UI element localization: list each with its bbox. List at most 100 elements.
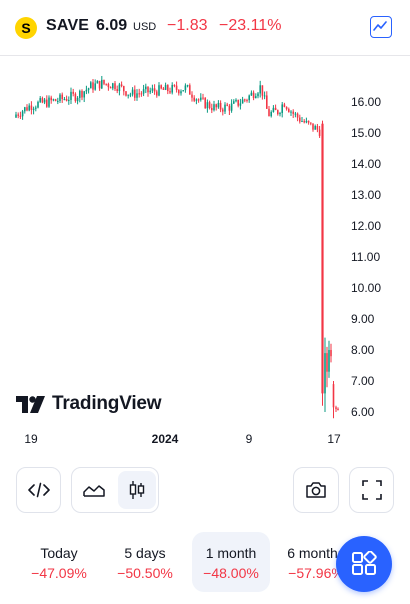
candle-body <box>197 99 200 101</box>
watermark-text: TradingView <box>52 393 162 414</box>
period-today[interactable]: Today −47.09% <box>20 532 98 592</box>
open-chart-button[interactable] <box>370 16 392 38</box>
candle-body <box>244 99 246 101</box>
candle-body <box>54 99 57 102</box>
candle-body <box>204 97 206 109</box>
price-tick-label: 6.00 <box>351 405 375 419</box>
price-axis: 16.00 15.00 14.00 13.00 12.00 11.00 10.00 9.00 8… <box>351 95 381 419</box>
candle-body <box>129 94 132 96</box>
candle-body <box>228 105 231 111</box>
candle-body <box>299 117 301 122</box>
candle-body <box>208 102 211 108</box>
currency-label: USD <box>133 21 157 33</box>
candle-body <box>206 102 209 109</box>
candle-body <box>43 99 46 103</box>
period-6-months[interactable]: 6 months −57.96% <box>276 532 356 592</box>
candle-body <box>178 89 180 94</box>
candle-body <box>151 88 154 91</box>
candle-body <box>46 99 48 107</box>
apps-icon <box>352 551 377 575</box>
candle-body <box>26 107 28 111</box>
price-tick-label: 15.00 <box>351 126 381 140</box>
chart-line-icon <box>373 21 387 31</box>
period-5-days[interactable]: 5 days −50.50% <box>106 532 184 592</box>
candle-body <box>134 89 136 98</box>
candle-body <box>312 123 314 130</box>
candle-body <box>239 103 242 106</box>
candle-body <box>28 105 30 111</box>
candle-body <box>233 101 235 104</box>
candle-body <box>162 88 165 90</box>
candle-body <box>248 95 250 101</box>
apps-button[interactable] <box>336 536 392 592</box>
candle-body <box>48 97 50 107</box>
candle-body <box>294 113 297 115</box>
candle-body <box>281 104 283 114</box>
candle-body <box>305 120 308 123</box>
fullscreen-button[interactable] <box>350 468 394 512</box>
period-change: −50.50% <box>117 565 173 581</box>
candle-body <box>328 350 330 372</box>
candle-body <box>114 83 116 90</box>
candle-body <box>118 84 121 92</box>
candle-body <box>125 91 127 96</box>
period-change: −48.00% <box>203 565 259 581</box>
tradingview-watermark: TradingView <box>16 393 162 415</box>
snapshot-button[interactable] <box>294 468 338 512</box>
candle-body <box>37 101 39 108</box>
candle-body <box>32 108 35 110</box>
price-tick-label: 10.00 <box>351 281 381 295</box>
candle-body <box>83 91 85 98</box>
candle-body <box>316 126 319 130</box>
candle-body <box>35 107 37 109</box>
price-tick-label: 13.00 <box>351 188 381 202</box>
candle-body <box>109 87 112 89</box>
candle-body <box>65 99 68 101</box>
candle-body <box>255 96 257 99</box>
candle-body <box>120 84 123 87</box>
candle-body <box>87 88 90 90</box>
candle-body <box>142 89 145 94</box>
candle-body <box>74 93 77 102</box>
candle-body <box>81 90 83 98</box>
candle-body <box>277 110 279 115</box>
period-label: 5 days <box>124 545 166 561</box>
candle-body <box>59 94 61 101</box>
candle-body <box>180 91 182 94</box>
candle-body <box>283 104 286 107</box>
candles-layer <box>15 75 339 419</box>
candle-body <box>41 98 44 103</box>
snapshot-group <box>293 467 339 513</box>
candle-body <box>193 97 195 101</box>
price-chart[interactable]: 16.00 15.00 14.00 13.00 12.00 11.00 10.00 9.00 8… <box>0 58 410 453</box>
embed-button[interactable] <box>17 468 61 512</box>
candle-body <box>224 104 226 112</box>
candle-body <box>213 104 215 111</box>
price-change-percent: −23.11% <box>219 17 282 34</box>
symbol-name: SAVE <box>46 17 90 34</box>
embed-group <box>16 467 61 513</box>
candle-body <box>274 107 277 111</box>
candle-body <box>324 353 326 394</box>
area-chart-button[interactable] <box>72 468 116 512</box>
candle-body <box>107 84 110 88</box>
candle-body <box>272 107 275 112</box>
candle-body <box>303 121 305 123</box>
area-chart-icon <box>83 485 105 497</box>
candle-body <box>140 93 143 95</box>
fullscreen-group <box>349 467 394 513</box>
candle-body <box>270 111 272 117</box>
candle-body <box>15 114 17 118</box>
period-1-month[interactable]: 1 month −48.00% <box>192 532 270 592</box>
candle-body <box>202 97 204 99</box>
candles-button[interactable] <box>118 471 156 509</box>
candle-body <box>90 82 92 89</box>
candle-body <box>318 129 321 136</box>
candle-body <box>296 113 299 118</box>
candle-body <box>136 93 138 98</box>
candle-body <box>285 106 288 110</box>
symbol-header: S SAVE 6.09 USD −1.83 −23.11% <box>0 0 410 56</box>
candle-body <box>263 95 266 97</box>
price-change: −1.83 <box>167 17 208 34</box>
candle-body <box>237 99 239 106</box>
